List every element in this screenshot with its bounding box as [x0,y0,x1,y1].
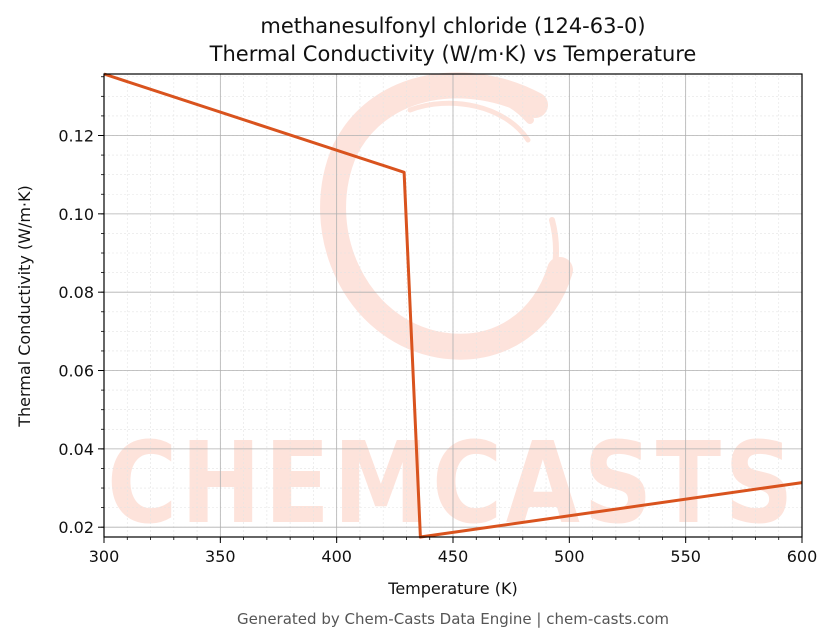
x-tick-label: 450 [438,547,469,566]
watermark-text: CHEMCASTS [107,419,797,549]
chart-title: methanesulfonyl chloride (124-63-0) [260,14,645,38]
footer-credit: Generated by Chem-Casts Data Engine | ch… [237,610,669,628]
x-axis: 300 350 400 450 500 550 600 [89,537,818,566]
x-tick-label: 600 [787,547,818,566]
x-tick-label: 300 [89,547,120,566]
major-grid [103,74,803,537]
x-tick-label: 350 [205,547,236,566]
y-tick-label: 0.08 [58,283,94,302]
y-axis-label: Thermal Conductivity (W/m·K) [15,185,34,428]
chart-subtitle: Thermal Conductivity (W/m·K) vs Temperat… [209,42,697,66]
y-tick-label: 0.12 [58,126,94,145]
y-axis: 0.02 0.04 0.06 0.08 0.10 0.12 [58,76,104,537]
x-tick-label: 400 [321,547,352,566]
series-layer [103,72,803,539]
y-tick-label: 0.10 [58,205,94,224]
y-tick-label: 0.02 [58,518,94,537]
y-tick-label: 0.04 [58,440,94,459]
y-tick-label: 0.06 [58,362,94,381]
x-tick-label: 550 [670,547,701,566]
series-line [103,72,803,539]
x-tick-label: 500 [554,547,585,566]
watermark-logo [320,72,573,360]
x-axis-label: Temperature (K) [387,579,517,598]
